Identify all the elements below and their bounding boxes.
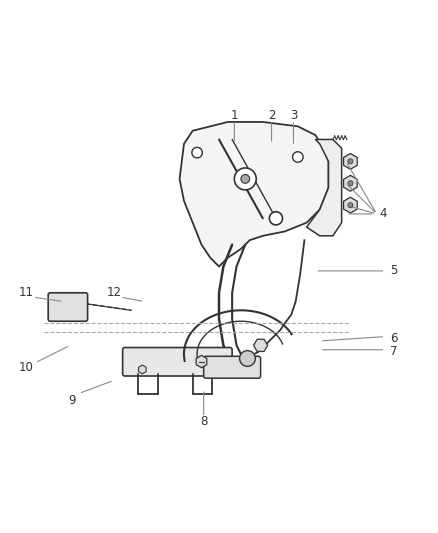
Circle shape <box>192 147 202 158</box>
Text: 12: 12 <box>106 286 121 300</box>
Circle shape <box>293 152 303 162</box>
Circle shape <box>234 168 256 190</box>
Circle shape <box>348 181 353 186</box>
Text: 5: 5 <box>391 264 398 277</box>
Circle shape <box>348 159 353 164</box>
Text: 2: 2 <box>268 109 276 122</box>
Text: 11: 11 <box>19 286 34 300</box>
Text: 1: 1 <box>230 109 238 122</box>
Text: 3: 3 <box>290 109 297 122</box>
Polygon shape <box>307 140 342 236</box>
Text: 9: 9 <box>68 393 76 407</box>
Text: 4: 4 <box>379 207 387 221</box>
Text: 7: 7 <box>390 345 398 358</box>
Circle shape <box>240 351 255 366</box>
Circle shape <box>241 174 250 183</box>
Circle shape <box>269 212 283 225</box>
Polygon shape <box>180 122 328 266</box>
FancyBboxPatch shape <box>204 356 261 378</box>
Text: 8: 8 <box>200 416 207 429</box>
Text: 6: 6 <box>390 332 398 345</box>
Circle shape <box>348 203 353 208</box>
FancyBboxPatch shape <box>123 348 232 376</box>
FancyBboxPatch shape <box>48 293 88 321</box>
Text: 10: 10 <box>19 361 34 374</box>
